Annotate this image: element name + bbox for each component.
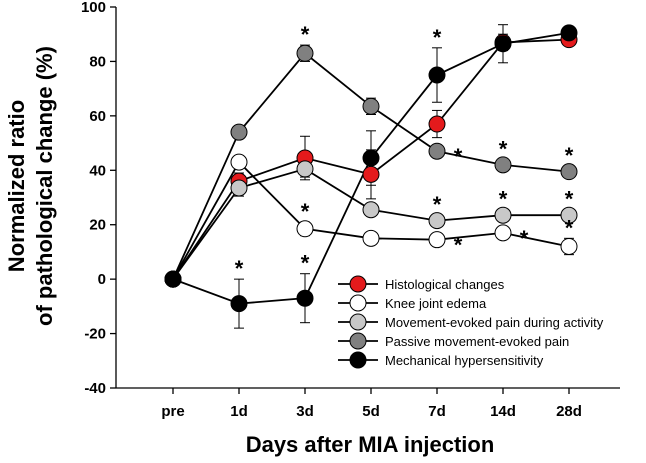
data-point — [230, 123, 248, 141]
data-point — [362, 97, 380, 115]
data-point — [494, 35, 512, 53]
x-tick-label: 5d — [362, 403, 380, 420]
x-tick-label: 28d — [556, 403, 582, 420]
y-tick-label: -40 — [84, 380, 106, 397]
data-point — [494, 224, 512, 242]
series-layer: * * * * * * * * * * * * * * — [164, 22, 578, 329]
y-tick-label: -20 — [84, 326, 106, 343]
data-point — [296, 289, 314, 307]
data-point — [230, 153, 248, 171]
data-point — [494, 206, 512, 224]
data-point — [296, 220, 314, 238]
x-tick-label: 14d — [490, 403, 516, 420]
data-point — [230, 295, 248, 313]
data-point — [362, 229, 380, 247]
x-axis-title: Days after MIA injection — [246, 432, 495, 457]
significance-star: * — [301, 22, 310, 47]
significance-star: * — [499, 187, 508, 212]
data-point — [560, 163, 578, 181]
legend-label: Knee joint edema — [385, 296, 487, 311]
significance-star: * — [454, 144, 463, 169]
significance-star: * — [454, 233, 463, 258]
data-point — [560, 24, 578, 42]
y-tick-label: 40 — [89, 162, 106, 179]
x-tick-label: 3d — [296, 403, 314, 420]
y-tick-label: 100 — [81, 0, 106, 16]
data-point — [494, 156, 512, 174]
significance-star: * — [301, 199, 310, 224]
significance-star: * — [301, 251, 310, 276]
legend-marker — [349, 275, 367, 293]
data-point — [296, 160, 314, 178]
legend: Histological changes Knee joint edema Move… — [338, 275, 604, 369]
data-point — [428, 212, 446, 230]
y-axis-title: Normalized ratio of pathological change … — [4, 46, 57, 326]
data-point — [428, 115, 446, 133]
y-tick-label: 80 — [89, 53, 106, 70]
legend-marker — [349, 332, 367, 350]
data-point — [362, 165, 380, 183]
y-tick-label: 20 — [89, 217, 106, 234]
data-point — [428, 66, 446, 84]
legend-marker — [349, 294, 367, 312]
significance-star: * — [565, 143, 574, 168]
legend-label: Mechanical hypersensitivity — [385, 353, 544, 368]
significance-star: * — [565, 187, 574, 212]
data-point — [230, 179, 248, 197]
data-point — [362, 201, 380, 219]
data-point — [428, 142, 446, 160]
data-point — [560, 206, 578, 224]
significance-star: * — [235, 256, 244, 281]
data-point — [296, 44, 314, 62]
y-tick-label: 60 — [89, 108, 106, 125]
legend-label: Histological changes — [385, 277, 505, 292]
legend-marker — [349, 351, 367, 369]
significance-star: * — [433, 25, 442, 50]
y-axis-title-line-1: Normalized ratio — [4, 100, 29, 272]
legend-label: Passive movement-evoked pain — [385, 334, 569, 349]
x-tick-label: 7d — [428, 403, 446, 420]
significance-star: * — [499, 136, 508, 161]
data-point — [560, 237, 578, 255]
legend-marker — [349, 313, 367, 331]
significance-star: * — [565, 215, 574, 240]
x-tick-label: 1d — [230, 403, 248, 420]
y-tick-label: 0 — [98, 271, 106, 288]
x-tick-label: pre — [161, 403, 184, 420]
y-axis-title-line-2: of pathological change (%) — [32, 46, 57, 326]
legend-label: Movement-evoked pain during activity — [385, 315, 604, 330]
significance-star: * — [433, 192, 442, 217]
data-point — [164, 270, 182, 288]
significance-star: * — [520, 226, 529, 251]
axes: -40 -20 0 20 40 60 80 100 pre 1d 3d 5d 7d 14d 28d — [81, 0, 620, 420]
data-point — [362, 149, 380, 167]
data-point — [428, 231, 446, 249]
